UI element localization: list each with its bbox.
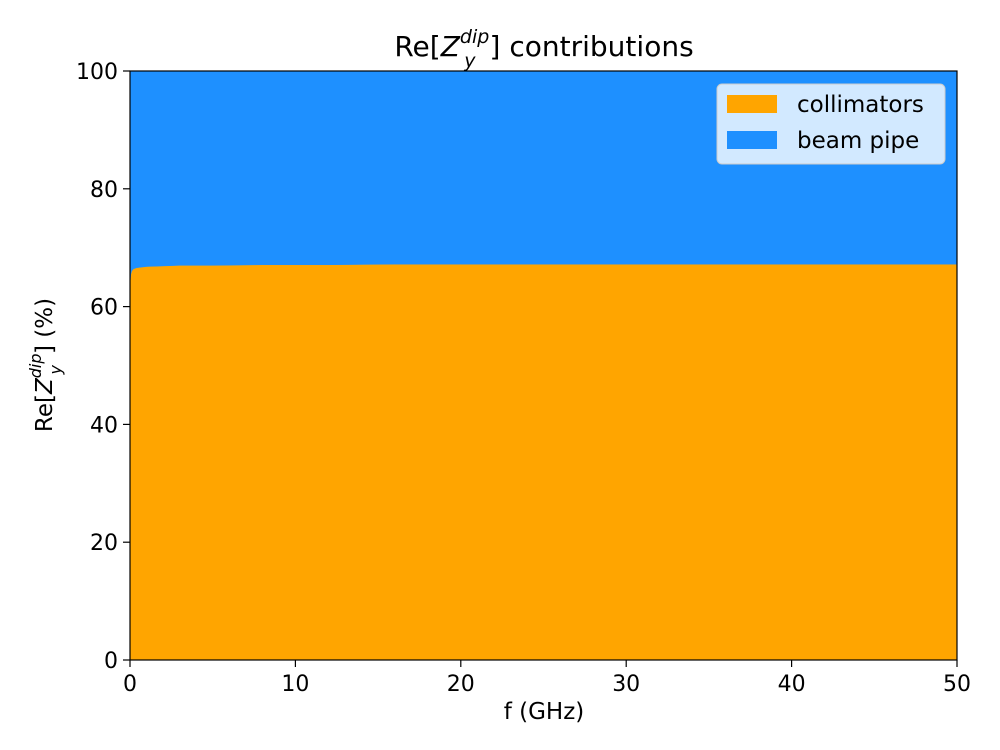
x-tick-label: 20 xyxy=(447,672,475,697)
y-tick-label: 20 xyxy=(90,531,118,556)
y-tick-label: 40 xyxy=(90,413,118,438)
y-tick-label: 60 xyxy=(90,296,118,321)
y-tick-label: 80 xyxy=(90,178,118,203)
legend-label-collimators: collimators xyxy=(797,92,924,118)
legend: collimators beam pipe xyxy=(716,83,946,165)
x-tick-label: 0 xyxy=(123,672,137,697)
y-axis-label: Re[Zdipy] (%) xyxy=(26,298,65,432)
legend-swatch-collimators xyxy=(727,95,777,113)
legend-item-beam-pipe: beam pipe xyxy=(727,128,919,154)
x-tick-label: 30 xyxy=(612,672,640,697)
area-collimators xyxy=(129,263,958,661)
legend-swatch-beam-pipe xyxy=(727,131,777,149)
x-tick-label: 50 xyxy=(943,672,971,697)
legend-item-collimators: collimators xyxy=(727,92,924,118)
chart-title: Re[Zdip y] contributions xyxy=(394,26,693,72)
y-tick-label: 0 xyxy=(104,649,118,674)
plot-frame xyxy=(129,70,958,661)
y-axis-ticks: 0 20 40 60 80 100 xyxy=(76,60,130,674)
x-axis-label: f (GHz) xyxy=(504,699,585,725)
x-tick-label: 40 xyxy=(778,672,806,697)
x-tick-label: 10 xyxy=(281,672,309,697)
y-tick-label: 100 xyxy=(76,60,118,85)
x-axis-ticks: 0 10 20 30 40 50 xyxy=(123,660,971,697)
legend-label-beam-pipe: beam pipe xyxy=(797,128,919,154)
